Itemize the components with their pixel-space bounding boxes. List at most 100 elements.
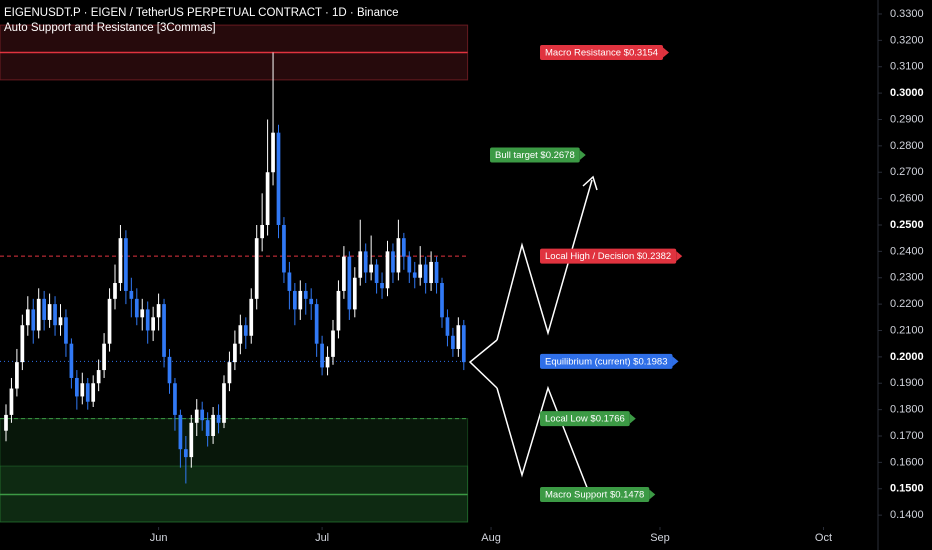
y-tick-label: 0.2100 xyxy=(890,324,924,336)
candle-body xyxy=(254,238,259,299)
y-tick-label: 0.2900 xyxy=(890,113,924,125)
level-labels: Macro Resistance $0.3154 Bull target $0.2… xyxy=(490,44,683,503)
candle-body xyxy=(396,238,401,273)
candles xyxy=(4,52,466,484)
candle-body xyxy=(134,298,139,318)
candle-body xyxy=(347,256,352,310)
y-tick-label: 0.3100 xyxy=(890,61,924,73)
projection xyxy=(468,175,598,491)
candle-body xyxy=(265,172,270,225)
candle-body xyxy=(222,383,226,423)
y-tick-label: 0.2700 xyxy=(890,166,924,178)
candle-body xyxy=(151,317,155,331)
candle-body xyxy=(42,298,46,320)
candle-body xyxy=(282,224,286,273)
candle-body xyxy=(118,238,123,284)
level-label: Bull target $0.2678 xyxy=(495,150,575,161)
candle-body xyxy=(189,422,194,458)
candle-body xyxy=(156,304,161,318)
candle-body xyxy=(25,309,30,326)
candle-body xyxy=(129,290,134,299)
indicator-name: Auto Support and Resistance [3Commas] xyxy=(4,22,216,34)
candle-body xyxy=(113,283,117,299)
level-label-pointer xyxy=(663,47,670,58)
level-label-bg xyxy=(540,353,673,369)
candle-body xyxy=(331,330,335,357)
y-tick-label: 0.1500 xyxy=(890,483,924,495)
candle-body xyxy=(325,356,330,368)
candle-body xyxy=(162,304,166,357)
candle-body xyxy=(58,317,63,326)
candle-body xyxy=(20,325,25,363)
y-tick-label: 0.3300 xyxy=(890,8,924,20)
candle-body xyxy=(429,261,433,284)
candle-body xyxy=(434,261,439,284)
y-tick-label: 0.2800 xyxy=(890,140,924,152)
candle-body xyxy=(233,343,237,363)
level-label: Equilibrium (current) $0.1983 xyxy=(545,356,668,367)
x-tick-label: Jul xyxy=(315,532,329,544)
candle-body xyxy=(260,224,264,239)
candle-body xyxy=(53,304,57,326)
y-tick-label: 0.2200 xyxy=(890,298,924,310)
x-tick-label: Oct xyxy=(815,532,832,544)
y-tick-label: 0.2500 xyxy=(890,219,924,231)
level-label-pointer xyxy=(579,150,586,161)
candle-body xyxy=(380,283,384,289)
level-label-pointer xyxy=(676,251,683,262)
candle-body xyxy=(96,370,101,384)
level-label: Macro Support $0.1478 xyxy=(545,490,644,501)
candle-body xyxy=(358,251,363,278)
candle-body xyxy=(167,356,172,384)
candle-body xyxy=(4,414,8,431)
candle-body xyxy=(423,264,428,284)
candle-body xyxy=(91,383,96,402)
level-label: Local Low $0.1766 xyxy=(545,414,625,425)
candle-body xyxy=(47,304,52,320)
candle-body xyxy=(292,290,297,310)
candle-body xyxy=(173,383,177,415)
candle-body xyxy=(342,256,346,291)
candle-body xyxy=(227,362,232,384)
y-tick-label: 0.1600 xyxy=(890,456,924,468)
y-tick-label: 0.2600 xyxy=(890,193,924,205)
zones xyxy=(0,24,469,523)
candle-body xyxy=(391,251,395,273)
candle-body xyxy=(276,132,281,225)
candle-body xyxy=(145,309,150,331)
candle-body xyxy=(249,298,254,336)
candle-body xyxy=(36,298,41,331)
x-tick-label: Aug xyxy=(481,532,501,544)
candle-body xyxy=(85,383,90,402)
x-tick-label: Sep xyxy=(650,532,670,544)
y-tick-label: 0.1400 xyxy=(890,509,924,521)
candle-body xyxy=(385,251,390,289)
candle-body xyxy=(309,298,314,305)
y-tick-label: 0.2000 xyxy=(890,351,924,363)
candle-body xyxy=(69,343,74,378)
candle-body xyxy=(461,325,466,363)
candle-body xyxy=(9,388,14,415)
candle-body xyxy=(205,420,210,437)
candle-body xyxy=(102,343,106,371)
candle-body xyxy=(320,343,324,368)
zone xyxy=(0,418,469,523)
chart-title: EIGENUSDT.P · EIGEN / TetherUS PERPETUAL… xyxy=(4,7,399,19)
candle-body xyxy=(407,256,412,273)
candle-body xyxy=(336,290,341,331)
candle-body xyxy=(314,304,319,344)
candle-body xyxy=(238,325,243,344)
y-tick-label: 0.3200 xyxy=(890,34,924,46)
candle-body xyxy=(369,264,374,273)
level-label-bg xyxy=(540,487,650,503)
level-label-bg xyxy=(490,147,580,163)
candle-body xyxy=(80,383,85,397)
bear-projection xyxy=(496,385,589,491)
y-tick-label: 0.3000 xyxy=(890,87,924,99)
candle-body xyxy=(374,264,379,284)
candle-body xyxy=(303,290,308,299)
candle-body xyxy=(412,272,417,278)
candle-body xyxy=(243,325,248,336)
y-tick-label: 0.1700 xyxy=(890,430,924,442)
